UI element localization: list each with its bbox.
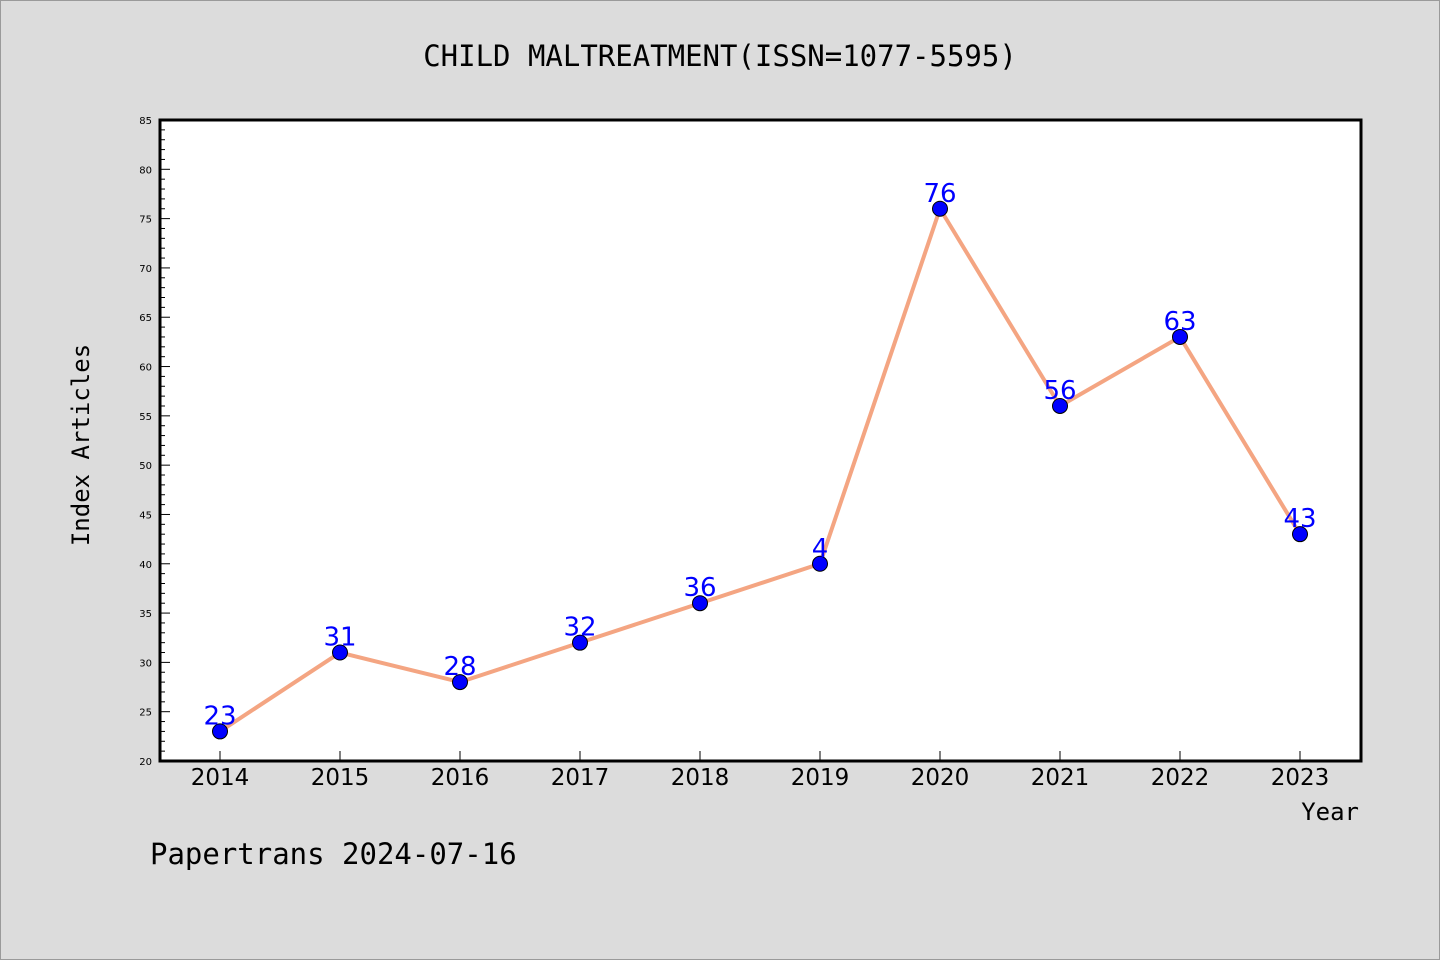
y-tick-label: 80 [139, 165, 152, 176]
data-point [932, 200, 948, 217]
x-tick-label: 2019 [791, 765, 850, 791]
x-axis: 2014 2015 2016 2017 2018 2019 2020 2021 2022 2023 [191, 751, 1330, 791]
y-axis: 20 25 30 35 40 45 50 55 60 65 70 75 80 85 [139, 116, 170, 768]
data-point [1052, 397, 1068, 414]
x-tick-label: 2014 [191, 765, 250, 791]
y-tick-label: 25 [139, 708, 152, 719]
data-label: 56 [1043, 376, 1076, 406]
data-point [1292, 526, 1308, 543]
data-point [572, 634, 588, 651]
data-label: 43 [1283, 504, 1316, 534]
y-tick-label: 45 [139, 510, 152, 521]
x-axis-label: Year [1301, 798, 1359, 826]
y-tick-label: 35 [139, 609, 152, 620]
data-point [1172, 328, 1188, 345]
data-point [212, 723, 228, 740]
data-label: 4 [812, 534, 829, 564]
watermark: Papertrans 2024-07-16 [150, 837, 517, 871]
x-tick-label: 2020 [911, 765, 970, 791]
data-label: 31 [323, 623, 356, 653]
y-axis-label: Index Articles [67, 344, 95, 546]
y-tick-label: 50 [139, 461, 152, 472]
y-tick-label: 60 [139, 363, 152, 374]
y-tick-label: 55 [139, 412, 152, 423]
data-label: 36 [683, 573, 716, 603]
data-point [812, 555, 828, 572]
x-tick-label: 2015 [311, 765, 370, 791]
data-label: 32 [563, 613, 596, 643]
plot-area [158, 118, 1363, 763]
y-tick-label: 70 [139, 264, 152, 275]
y-tick-label: 85 [139, 116, 152, 127]
data-point [332, 644, 348, 661]
y-tick-label: 75 [139, 215, 152, 226]
series-line-group: 23 31 28 32 36 4 76 56 63 43 [203, 179, 1317, 740]
y-tick-label: 40 [139, 560, 152, 571]
data-point [692, 595, 708, 612]
data-label: 23 [203, 701, 236, 731]
x-tick-label: 2016 [431, 765, 490, 791]
x-tick-label: 2023 [1271, 765, 1330, 791]
data-label: 76 [923, 179, 956, 209]
data-point [452, 674, 468, 691]
series-line [218, 206, 1302, 734]
data-label: 63 [1163, 307, 1196, 337]
x-tick-label: 2017 [551, 765, 610, 791]
data-label: 28 [443, 652, 476, 682]
x-tick-label: 2018 [671, 765, 730, 791]
x-tick-label: 2022 [1151, 765, 1210, 791]
y-tick-label: 65 [139, 313, 152, 324]
y-tick-label: 30 [139, 658, 152, 669]
x-tick-label: 2021 [1031, 765, 1090, 791]
y-tick-label: 20 [139, 757, 152, 768]
chart-title: CHILD MALTREATMENT(ISSN=1077-5595) [423, 39, 1017, 73]
